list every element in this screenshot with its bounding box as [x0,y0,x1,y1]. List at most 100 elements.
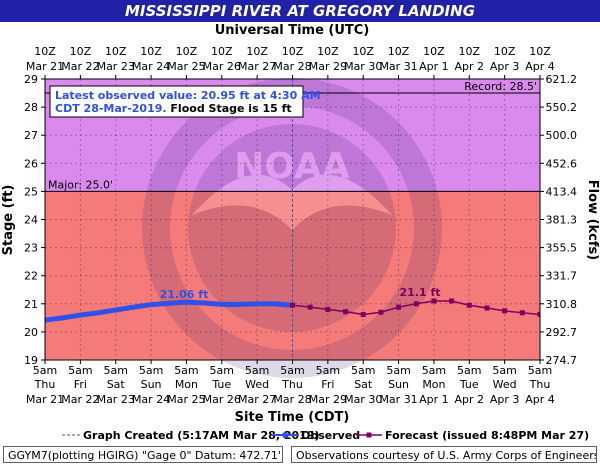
top-tick-label-utc: 10Z [211,45,233,58]
right-tick-label: 550.2 [546,101,578,114]
top-tick-label-utc: 10Z [70,45,92,58]
top-tick-label-date: Mar 23 [97,60,135,73]
bottom-tick-label-time: 5am [103,364,127,377]
bottom-tick-label-date: Mar 22 [61,393,99,406]
hydrograph-chart: Universal Time (UTC) NOAA Major: 25.0' R… [1,23,600,442]
bottom-tick-label-date: Mar 27 [238,393,276,406]
bottom-tick-label-time: 5am [280,364,304,377]
top-tick-label-date: Apr 2 [455,60,485,73]
top-axis-ticks: 10Z Mar 21 10Z Mar 22 10Z Mar 23 10Z Mar 24 10Z M… [26,45,555,79]
forecast-point [537,311,540,317]
top-tick-label-utc: 10Z [246,45,268,58]
grid-lines [45,79,540,360]
top-tick-label-utc: 10Z [34,45,56,58]
top-tick-label-date: Mar 28 [273,60,311,73]
left-axis-title: Stage (ft) [1,185,16,256]
forecast-point [396,304,402,310]
top-tick-label-date: Apr 3 [490,60,520,73]
bottom-tick-label-day: Thu [34,378,56,391]
bottom-axis-title: Site Time (CDT) [235,410,350,425]
forecast-point [413,301,419,307]
forecast-point [343,309,349,315]
top-tick-label-utc: 10Z [105,45,127,58]
bottom-tick-label-date: Mar 25 [167,393,205,406]
bottom-tick-label-date: Mar 23 [97,393,135,406]
bottom-tick-label-date: Mar 28 [273,393,311,406]
bottom-tick-label-day: Tue [211,378,231,391]
courtesy-footer: Observations courtesy of U.S. Army Corps… [291,446,597,463]
bottom-tick-label-date: Mar 26 [203,393,241,406]
forecast-point [378,309,384,315]
observed-peak-label: 21.06 ft [160,288,209,301]
right-axis-title: Flow (kcfs) [585,180,600,260]
observed-series [45,299,296,323]
flood-stage-text: Flood Stage is 15 ft [170,102,291,115]
top-tick-label-utc: 10Z [176,45,198,58]
forecast-point [484,305,490,311]
right-tick-label: 292.7 [546,326,578,339]
top-tick-label-date: Mar 29 [309,60,347,73]
record-stage-label: Record: 28.5' [464,80,537,93]
left-tick-label: 21 [24,298,38,311]
top-tick-label-utc: 10Z [529,45,551,58]
top-tick-label-utc: 10Z [494,45,516,58]
bottom-tick-label-time: 5am [68,364,92,377]
right-tick-label: 452.6 [546,157,578,170]
forecast-point [307,304,313,310]
left-tick-label: 20 [24,326,38,339]
forecast-point [360,311,366,317]
bottom-tick-label-date: Mar 21 [26,393,64,406]
bottom-tick-label-day: Tue [459,378,479,391]
bottom-tick-label-date: Apr 3 [490,393,520,406]
right-tick-label: 310.8 [546,298,578,311]
left-tick-label: 24 [24,214,38,227]
bottom-tick-label-day: Thu [529,378,551,391]
top-tick-label-utc: 10Z [352,45,374,58]
legend-forecast-square-icon [366,432,372,438]
legend-observed-dot-icon [282,432,288,438]
bottom-tick-label-date: Mar 24 [132,393,170,406]
bottom-tick-label-time: 5am [351,364,375,377]
bottom-tick-label-date: Apr 4 [525,393,555,406]
forecast-peak-label: 21.1 ft [399,286,440,299]
top-tick-label-date: Mar 22 [61,60,99,73]
bottom-tick-label-day: Sat [107,378,126,391]
right-tick-label: 413.4 [546,185,578,198]
gauge-info-footer: GGYM7(plotting HGIRG) "Gage 0" Datum: 47… [3,446,283,463]
bottom-tick-label-date: Apr 2 [455,393,485,406]
top-tick-label-date: Mar 31 [379,60,417,73]
top-tick-label-utc: 10Z [423,45,445,58]
top-tick-label-date: Apr 1 [419,60,449,73]
top-tick-label-date: Apr 4 [525,60,555,73]
info-line-2: CDT 28-Mar-2019. Flood Stage is 15 ft [55,102,292,115]
top-tick-label-date: Mar 24 [132,60,170,73]
bottom-tick-label-time: 5am [245,364,269,377]
info-box [49,85,304,118]
major-stage-label: Major: 25.0' [48,178,113,191]
right-tick-label: 621.2 [546,73,578,86]
bottom-tick-label-time: 5am [210,364,234,377]
legend-forecast: Forecast (issued 8:48PM Mar 27) [385,429,589,442]
left-tick-label: 29 [24,73,38,86]
legend: Graph Created (5:17AM Mar 28, 2019) Obse… [62,429,589,442]
bottom-tick-label-time: 5am [386,364,410,377]
left-tick-label: 19 [24,354,38,367]
bottom-tick-label-date: Mar 29 [309,393,347,406]
left-tick-label: 22 [24,270,38,283]
latest-observed-date: CDT 28-Mar-2019. [55,102,167,115]
forecast-point [290,302,295,308]
bottom-tick-label-time: 5am [457,364,481,377]
noaa-seal-inner-icon [188,124,396,332]
bottom-tick-label-day: Thu [281,378,303,391]
bottom-tick-label-date: Mar 30 [344,393,382,406]
noaa-seagull-icon [192,174,392,230]
left-tick-label: 25 [24,185,38,198]
left-tick-label: 23 [24,242,38,255]
forecast-point [502,308,508,314]
bottom-tick-label-time: 5am [528,364,552,377]
forecast-point [431,298,437,304]
bottom-tick-label-time: 5am [492,364,516,377]
top-tick-label-date: Mar 27 [238,60,276,73]
